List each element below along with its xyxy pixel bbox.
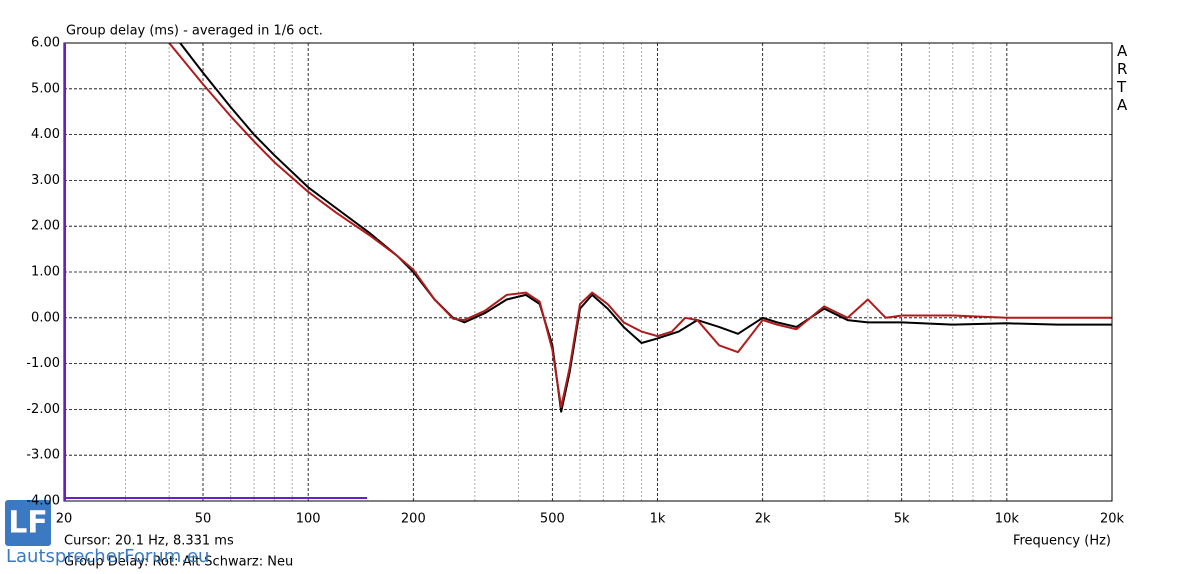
logo-text: LautsprecherForum.eu [6,546,209,567]
series-line [168,43,1112,409]
x-tick-label: 5k [894,512,910,527]
logo: LF [8,506,48,541]
legend-text: Group Delay: Rot: Alt Schwarz: Neu [64,555,293,570]
y-tick-label: -2.00 [26,402,60,417]
x-tick-label: 100 [296,512,321,527]
y-tick-label: 6.00 [31,36,60,51]
y-tick-label: 5.00 [31,81,60,96]
x-tick-label: 50 [195,512,212,527]
cursor-readout: Cursor: 20.1 Hz, 8.331 ms [64,534,234,549]
x-axis-label: Frequency (Hz) [1013,534,1111,549]
y-tick-label: 4.00 [31,127,60,142]
y-tick-label: -4.00 [26,494,60,509]
y-tick-label: 1.00 [31,265,60,280]
x-tick-label: 10k [995,512,1020,527]
y-tick-label: -3.00 [26,448,60,463]
x-tick-label: 20k [1100,512,1125,527]
x-tick-label: 2k [755,512,771,527]
y-tick-label: -1.00 [26,356,60,371]
y-tick-label: 3.00 [31,173,60,188]
x-tick-label: 20 [56,512,73,527]
logo-box [5,500,51,546]
plot-area [64,43,1112,501]
y-tick-label: 0.00 [31,310,60,325]
brand: ARTA [1117,42,1128,114]
chart-title: Group delay (ms) - averaged in 1/6 oct. [66,24,323,39]
x-tick-label: 1k [650,512,666,527]
y-tick-label: 2.00 [31,219,60,234]
x-tick-label: 500 [540,512,565,527]
x-tick-label: 200 [401,512,426,527]
